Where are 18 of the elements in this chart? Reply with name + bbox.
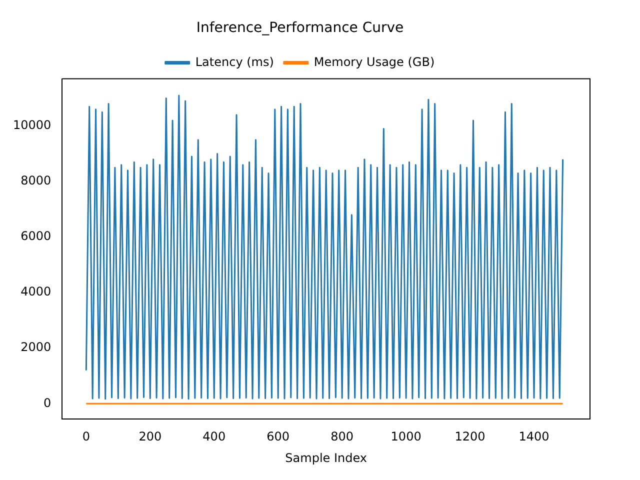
x-tick-label: 200	[138, 430, 162, 444]
y-tick-label: 10000	[12, 118, 52, 132]
x-tick-label: 0	[82, 430, 90, 444]
y-tick-label: 4000	[20, 284, 52, 299]
x-axis-title: Sample Index	[285, 450, 368, 465]
x-tick-label: 800	[330, 430, 354, 444]
chart-title: Inference_Performance Curve	[196, 20, 404, 36]
x-tick-label: 1000	[390, 430, 422, 444]
y-tick-label: 2000	[20, 340, 52, 354]
x-tick-label: 400	[202, 430, 226, 444]
x-tick-label: 1200	[454, 430, 486, 444]
y-tick-label: 6000	[20, 229, 52, 244]
legend-label: Memory Usage (GB)	[314, 54, 435, 69]
x-tick-label: 600	[266, 430, 290, 444]
y-tick-label: 0	[44, 396, 52, 410]
legend-label: Latency (ms)	[195, 54, 274, 69]
x-tick-label: 1400	[518, 430, 550, 444]
y-tick-label: 8000	[20, 174, 52, 188]
